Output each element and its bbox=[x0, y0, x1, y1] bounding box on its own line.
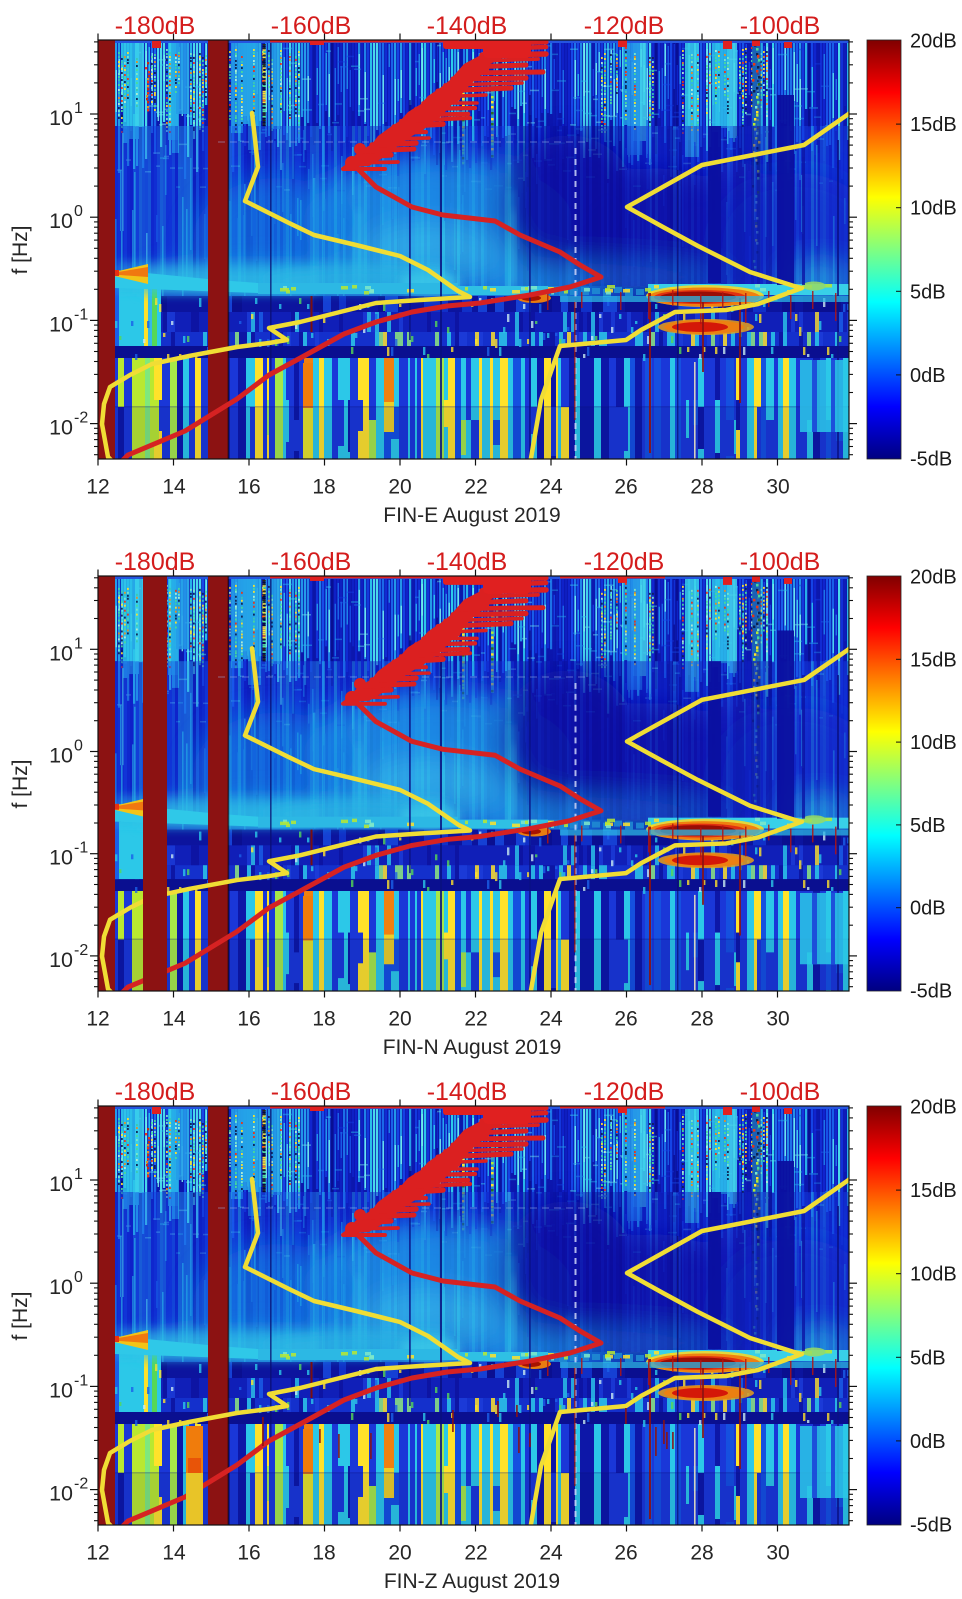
svg-text:10: 10 bbox=[49, 312, 73, 336]
svg-text:-2: -2 bbox=[74, 410, 88, 427]
svg-text:5dB: 5dB bbox=[910, 1347, 946, 1369]
svg-text:15dB: 15dB bbox=[910, 649, 957, 671]
svg-text:24: 24 bbox=[539, 1008, 563, 1031]
svg-text:12: 12 bbox=[86, 1542, 109, 1565]
svg-text:-2: -2 bbox=[74, 1476, 88, 1493]
svg-text:0dB: 0dB bbox=[910, 365, 946, 387]
svg-text:FIN-Z August 2019: FIN-Z August 2019 bbox=[384, 1570, 560, 1593]
svg-text:-5dB: -5dB bbox=[910, 981, 952, 1003]
svg-text:-160dB: -160dB bbox=[271, 1078, 352, 1106]
svg-text:5dB: 5dB bbox=[910, 281, 946, 303]
svg-text:0: 0 bbox=[74, 1269, 83, 1286]
svg-text:-1: -1 bbox=[74, 1372, 88, 1389]
svg-text:-140dB: -140dB bbox=[427, 548, 508, 576]
svg-text:10dB: 10dB bbox=[910, 732, 957, 754]
svg-text:0dB: 0dB bbox=[910, 898, 946, 920]
svg-text:16: 16 bbox=[237, 476, 260, 499]
svg-text:12: 12 bbox=[86, 476, 109, 499]
svg-text:22: 22 bbox=[464, 476, 487, 499]
svg-text:28: 28 bbox=[690, 476, 713, 499]
svg-text:-160dB: -160dB bbox=[271, 548, 352, 576]
svg-text:f [Hz]: f [Hz] bbox=[9, 759, 32, 808]
svg-text:18: 18 bbox=[312, 476, 335, 499]
svg-text:20: 20 bbox=[388, 1008, 411, 1031]
svg-text:26: 26 bbox=[614, 476, 637, 499]
svg-text:18: 18 bbox=[312, 1008, 335, 1031]
svg-text:0: 0 bbox=[74, 738, 83, 755]
svg-text:FIN-N August 2019: FIN-N August 2019 bbox=[383, 1036, 562, 1059]
svg-text:14: 14 bbox=[162, 1542, 186, 1565]
svg-text:26: 26 bbox=[614, 1542, 637, 1565]
svg-text:18: 18 bbox=[312, 1542, 335, 1565]
svg-text:1: 1 bbox=[74, 100, 83, 117]
svg-text:14: 14 bbox=[162, 1008, 186, 1031]
svg-text:15dB: 15dB bbox=[910, 1180, 957, 1202]
svg-text:-2: -2 bbox=[74, 942, 88, 959]
svg-text:-1: -1 bbox=[74, 306, 88, 323]
svg-text:1: 1 bbox=[74, 635, 83, 652]
svg-text:10dB: 10dB bbox=[910, 198, 957, 220]
svg-text:28: 28 bbox=[690, 1542, 713, 1565]
svg-text:f [Hz]: f [Hz] bbox=[9, 225, 32, 274]
svg-text:24: 24 bbox=[539, 476, 563, 499]
svg-text:22: 22 bbox=[464, 1542, 487, 1565]
svg-text:-180dB: -180dB bbox=[115, 548, 196, 576]
svg-text:20dB: 20dB bbox=[910, 31, 957, 53]
svg-text:22: 22 bbox=[464, 1008, 487, 1031]
svg-text:20: 20 bbox=[388, 476, 411, 499]
svg-text:10: 10 bbox=[49, 106, 73, 130]
svg-text:10: 10 bbox=[49, 1378, 73, 1402]
svg-text:20dB: 20dB bbox=[910, 567, 957, 589]
svg-text:24: 24 bbox=[539, 1542, 563, 1565]
svg-text:10: 10 bbox=[49, 641, 73, 665]
svg-text:26: 26 bbox=[614, 1008, 637, 1031]
svg-text:20dB: 20dB bbox=[910, 1097, 957, 1119]
svg-text:-5dB: -5dB bbox=[910, 449, 952, 471]
svg-text:20: 20 bbox=[388, 1542, 411, 1565]
svg-text:12: 12 bbox=[86, 1008, 109, 1031]
svg-text:10: 10 bbox=[49, 209, 73, 233]
svg-text:-120dB: -120dB bbox=[584, 1078, 665, 1106]
svg-text:-140dB: -140dB bbox=[427, 1078, 508, 1106]
svg-text:1: 1 bbox=[74, 1166, 83, 1183]
svg-text:-100dB: -100dB bbox=[740, 548, 821, 576]
svg-text:-5dB: -5dB bbox=[910, 1515, 952, 1537]
svg-text:10: 10 bbox=[49, 1275, 73, 1299]
svg-text:28: 28 bbox=[690, 1008, 713, 1031]
svg-text:10: 10 bbox=[49, 416, 73, 440]
svg-text:-140dB: -140dB bbox=[427, 12, 508, 40]
svg-text:15dB: 15dB bbox=[910, 114, 957, 136]
svg-text:10dB: 10dB bbox=[910, 1264, 957, 1286]
svg-text:-100dB: -100dB bbox=[740, 1078, 821, 1106]
svg-text:10: 10 bbox=[49, 1482, 73, 1506]
svg-text:30: 30 bbox=[766, 1008, 789, 1031]
svg-text:-120dB: -120dB bbox=[584, 12, 665, 40]
svg-text:-160dB: -160dB bbox=[271, 12, 352, 40]
svg-text:16: 16 bbox=[237, 1542, 260, 1565]
svg-text:5dB: 5dB bbox=[910, 815, 946, 837]
svg-text:FIN-E August 2019: FIN-E August 2019 bbox=[383, 504, 560, 527]
svg-text:0: 0 bbox=[74, 203, 83, 220]
svg-text:-100dB: -100dB bbox=[740, 12, 821, 40]
svg-text:-120dB: -120dB bbox=[584, 548, 665, 576]
svg-text:30: 30 bbox=[766, 1542, 789, 1565]
svg-text:10: 10 bbox=[49, 948, 73, 972]
svg-text:10: 10 bbox=[49, 1172, 73, 1196]
svg-text:f [Hz]: f [Hz] bbox=[9, 1291, 32, 1340]
svg-text:16: 16 bbox=[237, 1008, 260, 1031]
svg-text:0dB: 0dB bbox=[910, 1431, 946, 1453]
svg-text:10: 10 bbox=[49, 744, 73, 768]
svg-text:-180dB: -180dB bbox=[115, 1078, 196, 1106]
svg-text:10: 10 bbox=[49, 846, 73, 870]
svg-text:14: 14 bbox=[162, 476, 186, 499]
svg-text:-1: -1 bbox=[74, 840, 88, 857]
svg-text:30: 30 bbox=[766, 476, 789, 499]
svg-text:-180dB: -180dB bbox=[115, 12, 196, 40]
